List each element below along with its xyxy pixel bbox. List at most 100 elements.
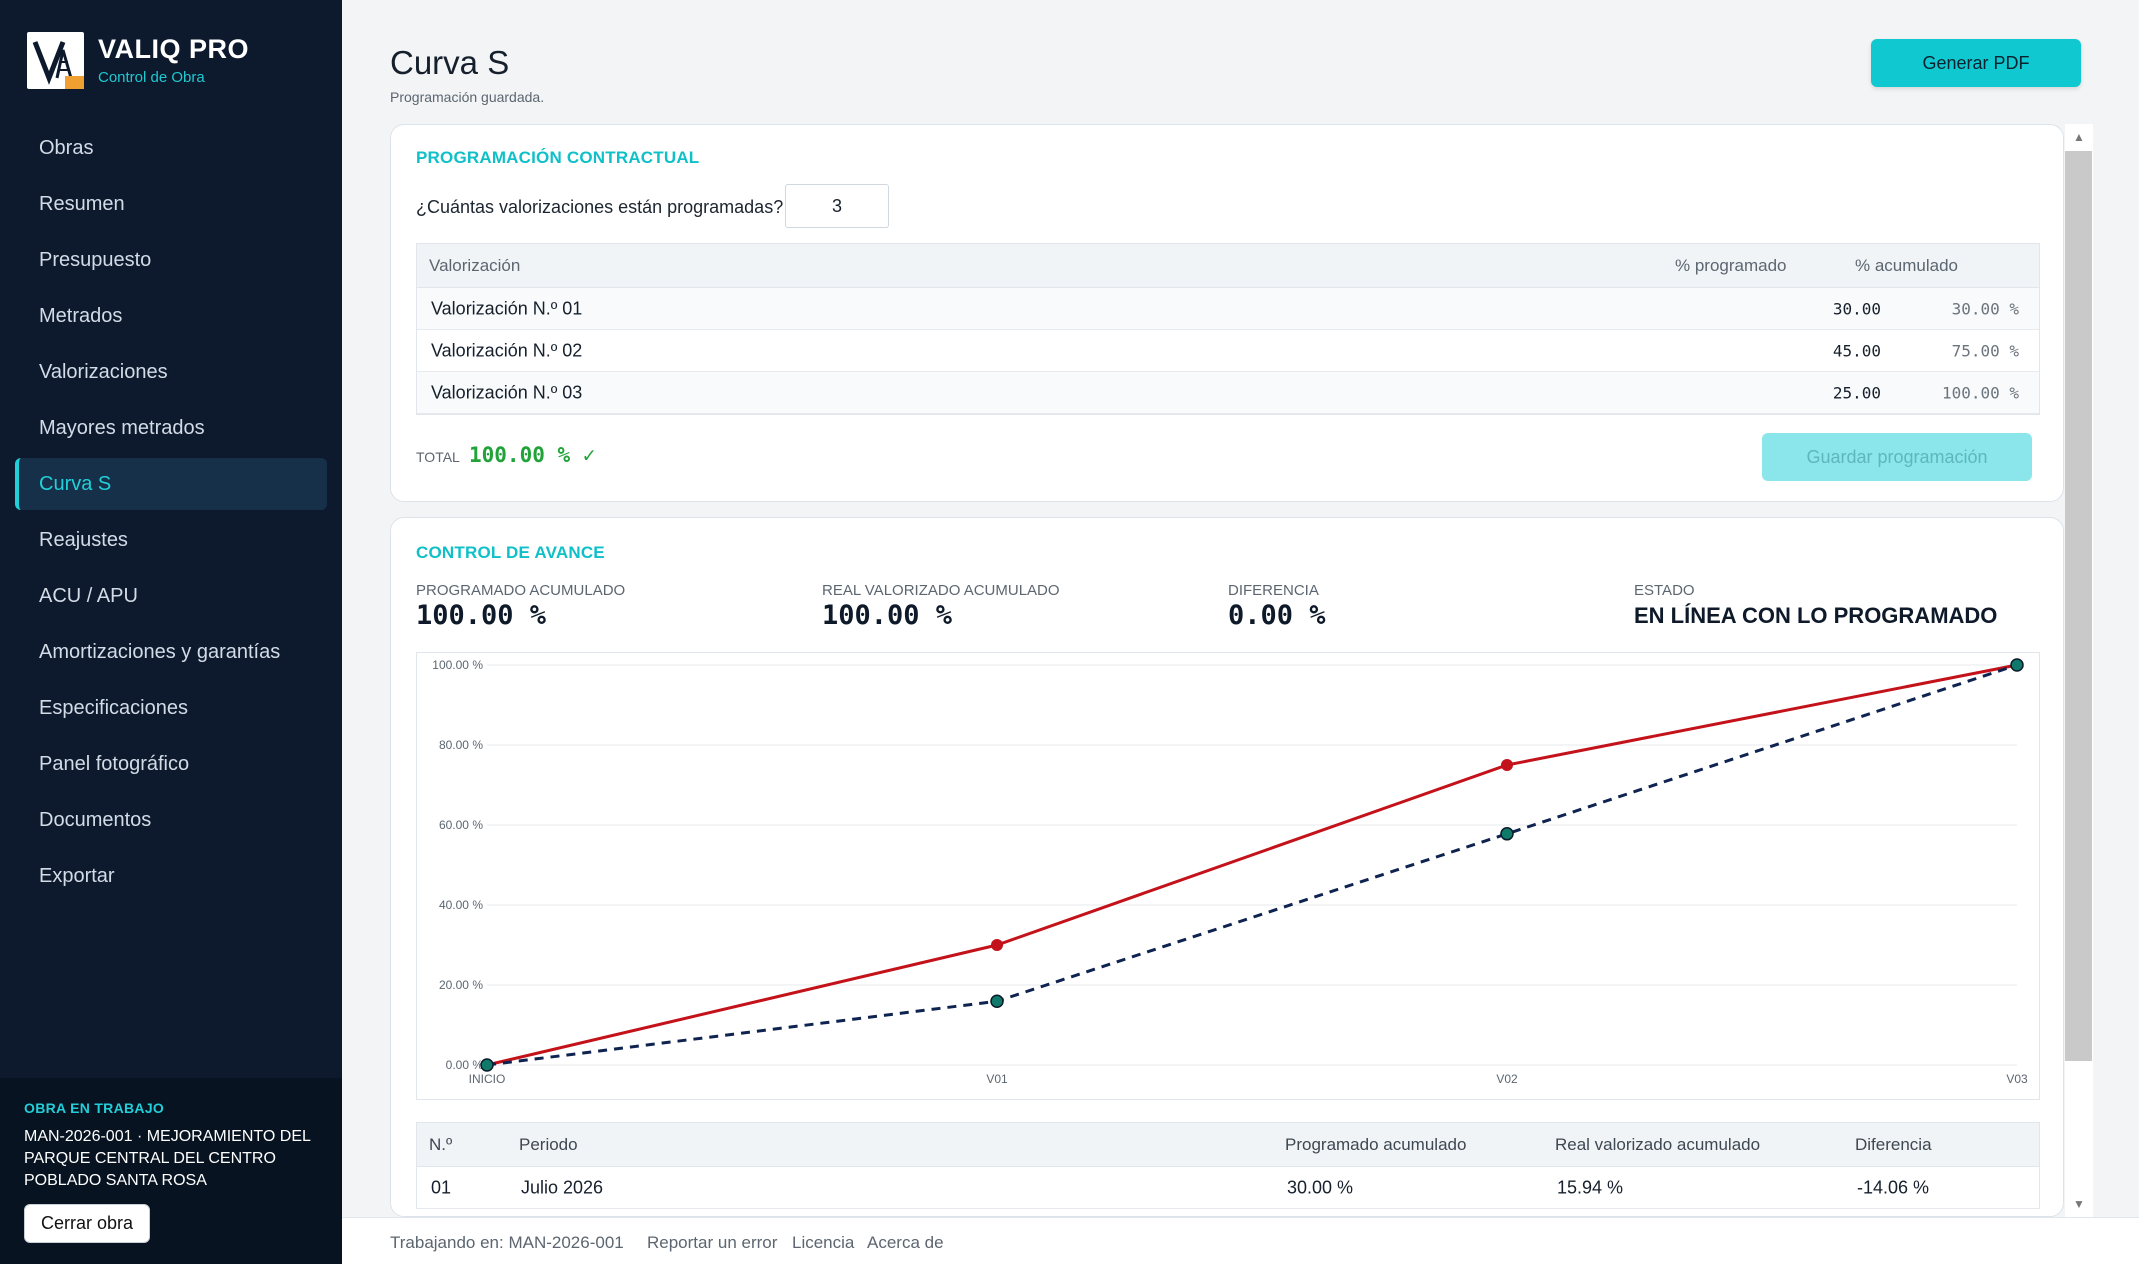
valuation-count-input[interactable]: 3 bbox=[785, 184, 889, 228]
sidebar-item-acu-apu[interactable]: ACU / APU bbox=[39, 584, 138, 607]
table-row: Valorización N.º 02 45.00 75.00 % bbox=[417, 330, 2039, 372]
programmed-percent-input[interactable]: 30.00 bbox=[1832, 299, 1881, 318]
column-programado-acumulado: Programado acumulado bbox=[1285, 1134, 1467, 1154]
sidebar-item-valorizaciones[interactable]: Valorizaciones bbox=[39, 360, 168, 383]
stat-programmed-label: PROGRAMADO ACUMULADO bbox=[416, 582, 626, 599]
column-real-acumulado: Real valorizado acumulado bbox=[1555, 1134, 1761, 1154]
license-link[interactable]: Licencia bbox=[792, 1233, 855, 1252]
stat-status-value: EN LÍNEA CON LO PROGRAMADO bbox=[1634, 603, 1998, 628]
cumulative-percent: 100.00 % bbox=[1941, 383, 2019, 402]
y-tick-label: 60.00 % bbox=[439, 818, 483, 832]
sidebar-item-metrados[interactable]: Metrados bbox=[39, 304, 123, 327]
schedule-table-body: Valorización N.º 01 30.00 30.00 % Valori… bbox=[417, 288, 2039, 414]
stat-difference-label: DIFERENCIA bbox=[1228, 582, 1319, 599]
working-on-text: Trabajando en: MAN-2026-001 bbox=[390, 1233, 624, 1252]
sidebar-item-presupuesto[interactable]: Presupuesto bbox=[39, 248, 152, 271]
column-periodo: Periodo bbox=[519, 1134, 578, 1154]
about-link[interactable]: Acerca de bbox=[867, 1233, 944, 1252]
real-point bbox=[1500, 827, 1514, 841]
contract-schedule-card: PROGRAMACIÓN CONTRACTUAL ¿Cuántas valori… bbox=[390, 124, 2064, 502]
real-series-line bbox=[486, 663, 2018, 1067]
row-period: Julio 2026 bbox=[521, 1177, 604, 1197]
stat-status-label: ESTADO bbox=[1634, 582, 1695, 599]
stat-real-label: REAL VALORIZADO ACUMULADO bbox=[822, 582, 1060, 599]
sidebar-item-especificaciones[interactable]: Especificaciones bbox=[39, 696, 188, 719]
programmed-percent-input[interactable]: 45.00 bbox=[1832, 341, 1881, 360]
y-tick-label: 100.00 % bbox=[432, 658, 483, 672]
table-row: Valorización N.º 03 25.00 100.00 % bbox=[417, 372, 2039, 414]
x-tick-label: V03 bbox=[2006, 1072, 2028, 1086]
progress-table-header: N.º Periodo Programado acumulado Real va… bbox=[417, 1123, 2039, 1167]
generate-pdf-button[interactable]: Generar PDF bbox=[1871, 39, 2081, 87]
valuation-name: Valorización N.º 02 bbox=[431, 340, 583, 360]
column-n: N.º bbox=[429, 1134, 453, 1154]
page-title: Curva S bbox=[390, 44, 510, 81]
save-status: Programación guardada. bbox=[390, 89, 545, 105]
close-work-button[interactable]: Cerrar obra bbox=[24, 1204, 151, 1243]
s-curve-svg: 0.00 % 20.00 % 40.00 % 60.00 % 80.00 % 100.00… bbox=[432, 658, 2028, 1086]
sidebar-item-panel-fotografico[interactable]: Panel fotográfico bbox=[39, 752, 190, 775]
row-number: 01 bbox=[431, 1177, 452, 1197]
save-schedule-button[interactable]: Guardar programación bbox=[1762, 433, 2032, 481]
column-acumulado: % acumulado bbox=[1855, 255, 1959, 275]
y-tick-label: 80.00 % bbox=[439, 738, 483, 752]
programmed-series-line bbox=[486, 663, 2018, 1067]
brand: VALIQ PRO Control de Obra bbox=[27, 32, 249, 89]
column-valorizacion: Valorización bbox=[429, 255, 521, 275]
total-value: 100.00 % ✓ bbox=[469, 443, 596, 467]
sidebar-item-obras[interactable]: Obras bbox=[39, 136, 94, 159]
real-point bbox=[990, 994, 1004, 1008]
column-programado: % programado bbox=[1675, 255, 1787, 275]
valuation-count-label: ¿Cuántas valorizaciones están programada… bbox=[416, 197, 784, 217]
sidebar-item-resumen[interactable]: Resumen bbox=[39, 192, 125, 215]
y-tick-label: 0.00 % bbox=[446, 1058, 484, 1072]
app-title: VALIQ PRO bbox=[98, 34, 250, 65]
sidebar-item-mayores-metrados[interactable]: Mayores metrados bbox=[39, 416, 205, 439]
x-tick-label: INICIO bbox=[469, 1072, 506, 1086]
valuation-name: Valorización N.º 03 bbox=[431, 382, 583, 402]
stat-real-value: 100.00 % bbox=[822, 600, 953, 631]
x-tick-label: V02 bbox=[1496, 1072, 1518, 1086]
row-real: 15.94 % bbox=[1557, 1177, 1624, 1197]
app-subtitle: Control de Obra bbox=[98, 68, 205, 86]
sidebar-item-reajustes[interactable]: Reajustes bbox=[39, 528, 128, 551]
sidebar-item-exportar[interactable]: Exportar bbox=[39, 864, 115, 887]
scroll-down-icon[interactable]: ▼ bbox=[2073, 1197, 2085, 1211]
schedule-table-header: Valorización % programado % acumulado bbox=[417, 244, 2039, 288]
table-row: 01 Julio 2026 30.00 % 15.94 % -14.06 % bbox=[417, 1167, 2039, 1209]
s-curve-chart: 0.00 % 20.00 % 40.00 % 60.00 % 80.00 % 100.00… bbox=[416, 652, 2040, 1100]
report-error-link[interactable]: Reportar un error bbox=[647, 1233, 778, 1252]
progress-control-title: CONTROL DE AVANCE bbox=[416, 543, 605, 562]
sidebar-item-amortizaciones[interactable]: Amortizaciones y garantías bbox=[39, 640, 281, 663]
progress-table: N.º Periodo Programado acumulado Real va… bbox=[416, 1122, 2040, 1209]
table-row: Valorización N.º 01 30.00 30.00 % bbox=[417, 288, 2039, 330]
current-work-panel: OBRA EN TRABAJO MAN-2026-001 · MEJORAMIE… bbox=[0, 1078, 342, 1264]
contract-schedule-title: PROGRAMACIÓN CONTRACTUAL bbox=[416, 148, 700, 167]
sidebar-item-documentos[interactable]: Documentos bbox=[39, 808, 152, 831]
programmed-percent-input[interactable]: 25.00 bbox=[1832, 383, 1881, 402]
programmed-point bbox=[1501, 759, 1513, 771]
real-point bbox=[2010, 658, 2024, 672]
current-work-label: OBRA EN TRABAJO bbox=[24, 1100, 165, 1116]
x-tick-label: V01 bbox=[986, 1072, 1008, 1086]
real-point bbox=[480, 1058, 494, 1072]
scrollbar-thumb[interactable] bbox=[2065, 151, 2092, 1061]
row-programmed: 30.00 % bbox=[1287, 1177, 1354, 1197]
row-difference: -14.06 % bbox=[1857, 1177, 1930, 1197]
scroll-up-icon[interactable]: ▲ bbox=[2073, 130, 2085, 144]
y-tick-label: 40.00 % bbox=[439, 898, 483, 912]
total-label: TOTAL bbox=[416, 449, 460, 465]
sidebar-item-curva-s[interactable]: Curva S bbox=[15, 458, 327, 510]
app-logo bbox=[27, 32, 84, 89]
cumulative-percent: 30.00 % bbox=[1951, 299, 2019, 318]
cumulative-percent: 75.00 % bbox=[1951, 341, 2019, 360]
progress-control-card: CONTROL DE AVANCE PROGRAMADO ACUMULADO 1… bbox=[390, 517, 2064, 1217]
current-work-name: MAN-2026-001 · MEJORAMIENTO DEL PARQUE C… bbox=[24, 1128, 311, 1189]
column-diferencia: Diferencia bbox=[1855, 1134, 1932, 1154]
programmed-point bbox=[991, 939, 1003, 951]
y-tick-label: 20.00 % bbox=[439, 978, 483, 992]
schedule-table: Valorización % programado % acumulado Va… bbox=[416, 243, 2040, 415]
status-footer: Trabajando en: MAN-2026-001 Reportar un … bbox=[342, 1217, 2139, 1264]
sidebar: VALIQ PRO Control de Obra Obras Resumen … bbox=[0, 0, 342, 1264]
stat-programmed-value: 100.00 % bbox=[416, 600, 547, 631]
